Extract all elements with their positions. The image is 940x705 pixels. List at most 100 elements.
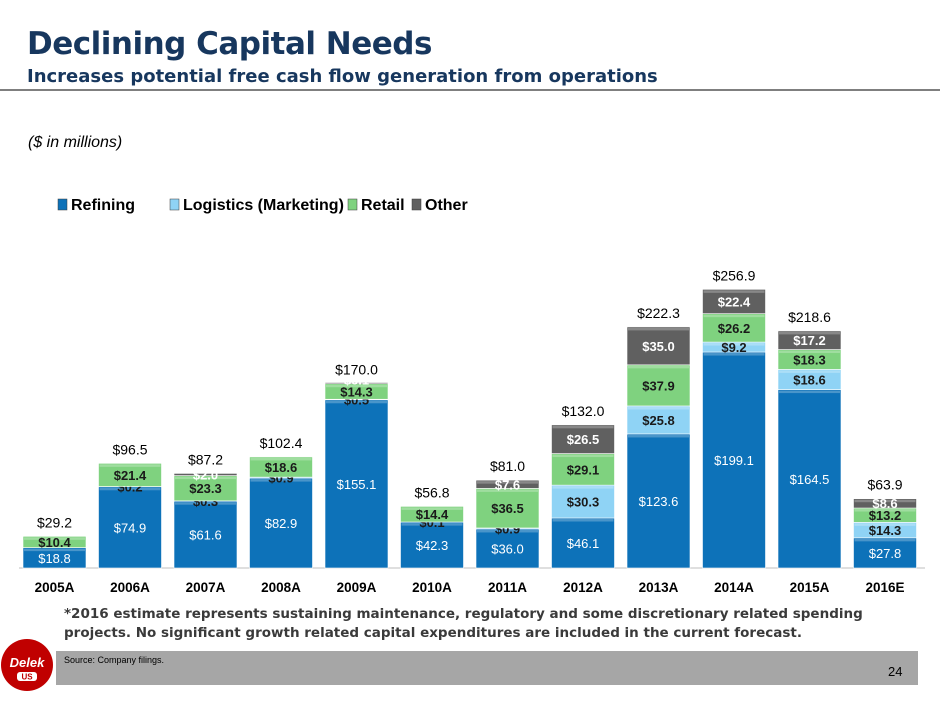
data-label-other-2015A: $17.2 — [793, 333, 826, 348]
bar-refining-2009A — [324, 399, 389, 569]
data-label-refining-2005A: $18.8 — [38, 551, 71, 566]
page-subtitle: Increases potential free cash flow gener… — [27, 66, 658, 87]
x-tick-2005A: 2005A — [35, 580, 75, 595]
x-tick-2016E: 2016E — [865, 580, 904, 595]
legend-swatch-retail — [347, 198, 358, 211]
page-number: 24 — [888, 664, 903, 679]
bar-other-2015A — [777, 330, 842, 350]
bar-refining-2008A — [249, 477, 313, 569]
x-tick-2013A: 2013A — [639, 580, 679, 595]
data-label-other-2007A: $2.0 — [193, 468, 218, 483]
bar-retail-2013A — [626, 364, 691, 407]
x-tick-2011A: 2011A — [488, 580, 527, 595]
data-label-logistics-2016E: $14.3 — [869, 523, 902, 538]
data-label-retail-2010A: $14.4 — [416, 507, 449, 522]
x-tick-2010A: 2010A — [412, 580, 452, 595]
bar-highlight-refining-2012A — [552, 518, 614, 522]
data-label-retail-2012A: $29.1 — [567, 462, 600, 477]
bar-refining-2016E — [853, 537, 917, 569]
bar-other-2014A — [702, 289, 766, 314]
bar-highlight-refining-2007A — [175, 502, 236, 505]
bar-highlight-refining-2011A — [477, 529, 538, 533]
bar-highlight-other-2013A — [628, 327, 689, 331]
bar-other-2009A — [324, 382, 389, 385]
bar-retail-2010A — [400, 506, 464, 523]
bar-highlight-retail-2011A — [477, 489, 538, 492]
bar-refining-2007A — [173, 500, 238, 569]
bar-refining-2014A — [702, 351, 766, 569]
bar-highlight-other-2015A — [779, 331, 840, 335]
bar-highlight-retail-2009A — [326, 384, 387, 388]
x-tick-2007A: 2007A — [186, 580, 226, 595]
total-label-2016E: $63.9 — [867, 477, 902, 493]
footer-bar — [56, 651, 918, 685]
bar-refining-2013A — [626, 433, 691, 569]
footnote: *2016 estimate represents sustaining mai… — [64, 606, 863, 641]
bar-highlight-refining-2006A — [99, 487, 161, 491]
data-label-retail-2011A: $36.5 — [491, 501, 524, 516]
bar-highlight-retail-2005A — [24, 537, 85, 540]
bar-retail-2014A — [702, 313, 766, 343]
bar-refining-2015A — [777, 389, 842, 569]
data-label-refining-2006A: $74.9 — [114, 520, 147, 535]
bar-highlight-retail-2010A — [401, 507, 463, 510]
total-label-2015A: $218.6 — [788, 309, 831, 325]
total-label-2011A: $81.0 — [490, 458, 525, 474]
bar-highlight-other-2012A — [552, 425, 614, 429]
legend-label-logistics: Logistics (Marketing) — [183, 197, 344, 214]
bar-highlight-other-2011A — [477, 481, 538, 484]
total-label-2014A: $256.9 — [713, 267, 756, 283]
legend-swatch-refining — [57, 198, 68, 211]
legend-label-retail: Retail — [361, 197, 405, 214]
data-label-other-2013A: $35.0 — [642, 339, 675, 354]
bar-refining-2010A — [400, 521, 464, 569]
page-title: Declining Capital Needs — [27, 26, 432, 62]
bar-other-2016E — [853, 498, 917, 509]
total-label-2008A: $102.4 — [260, 435, 303, 451]
bar-refining-2011A — [475, 528, 540, 569]
bar-highlight-retail-2007A — [175, 476, 236, 480]
bar-highlight-logistics-2012A — [552, 486, 614, 489]
data-label-refining-2012A: $46.1 — [567, 536, 600, 551]
bar-highlight-refining-2008A — [250, 479, 312, 482]
data-label-other-2012A: $26.5 — [567, 432, 600, 447]
data-label-refining-2008A: $82.9 — [265, 516, 298, 531]
bar-retail-2008A — [249, 456, 313, 478]
data-label-other-2009A: $0.1 — [344, 372, 369, 387]
x-tick-2008A: 2008A — [261, 580, 301, 595]
data-label-refining-2007A: $61.6 — [189, 528, 222, 543]
svg-text:Delek: Delek — [10, 655, 45, 670]
bar-highlight-refining-2009A — [326, 400, 387, 404]
bar-retail-2011A — [475, 488, 540, 529]
bar-refining-2012A — [551, 517, 615, 569]
data-label-retail-2006A: $21.4 — [114, 468, 147, 483]
x-tick-2009A: 2009A — [337, 580, 377, 595]
bar-highlight-logistics-2014A — [703, 343, 765, 346]
x-tick-2012A: 2012A — [563, 580, 603, 595]
data-label-logistics-2013A: $25.8 — [642, 413, 675, 428]
data-label-logistics-2014A: $9.2 — [721, 340, 746, 355]
bar-other-2012A — [551, 424, 615, 454]
data-label-refining-2010A: $42.3 — [416, 538, 449, 553]
data-label-retail-2015A: $18.3 — [793, 352, 826, 367]
bar-highlight-other-2014A — [703, 290, 765, 293]
total-label-2006A: $96.5 — [112, 441, 147, 457]
data-label-logistics-2012A: $30.3 — [567, 495, 600, 510]
data-label-refining-2013A: $123.6 — [639, 494, 679, 509]
bar-retail-2005A — [22, 536, 87, 548]
bar-highlight-refining-2005A — [24, 548, 85, 552]
data-label-refining-2009A: $155.1 — [337, 477, 377, 492]
bar-highlight-logistics-2015A — [779, 370, 840, 373]
bar-retail-2006A — [98, 463, 162, 487]
data-label-retail-2013A: $37.9 — [642, 378, 675, 393]
bar-highlight-retail-2006A — [99, 464, 161, 467]
bar-highlight-other-2016E — [854, 499, 916, 503]
total-label-2010A: $56.8 — [414, 484, 449, 500]
data-label-logistics-2015A: $18.6 — [793, 372, 826, 387]
bar-other-2013A — [626, 326, 691, 366]
data-label-other-2014A: $22.4 — [718, 295, 751, 310]
bar-other-2011A — [475, 479, 540, 489]
bar-highlight-retail-2012A — [552, 454, 614, 458]
bar-retail-2007A — [173, 475, 238, 502]
data-label-other-2011A: $7.6 — [495, 477, 520, 492]
